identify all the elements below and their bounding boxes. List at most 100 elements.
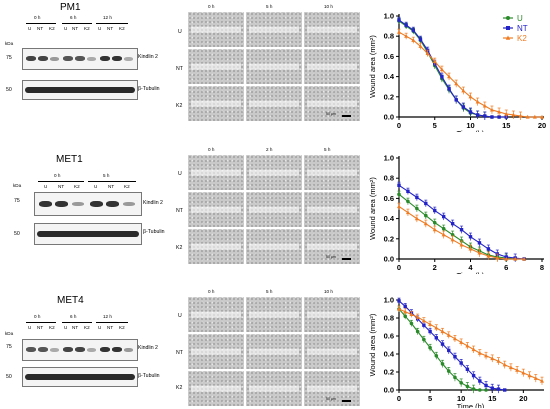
lane-label: U — [28, 26, 32, 31]
micro-time-label: 5 h — [266, 4, 273, 9]
x-axis-label: Time (h) — [457, 402, 485, 408]
data-point — [397, 29, 401, 34]
data-point — [495, 255, 500, 260]
lane-label: K2 — [124, 184, 130, 189]
y-tick-label: 0.8 — [384, 314, 394, 323]
time-label: 6 h — [70, 15, 77, 20]
data-point — [440, 342, 445, 346]
marker-75: 75 — [6, 344, 12, 350]
data-point — [497, 109, 502, 114]
data-point — [477, 350, 482, 355]
data-point — [450, 221, 455, 226]
data-point — [446, 369, 451, 373]
micrograph — [304, 297, 360, 332]
micro-row-label: K2 — [176, 245, 183, 251]
time-label: 0 h — [54, 173, 61, 178]
x-axis-label: Time (h) — [457, 271, 485, 274]
data-point — [515, 368, 520, 372]
data-point — [415, 206, 419, 211]
marker-50: 50 — [14, 231, 20, 237]
data-point — [432, 227, 437, 232]
data-point — [447, 348, 451, 353]
data-point — [484, 383, 488, 388]
micrograph — [246, 49, 302, 84]
data-point — [418, 37, 423, 41]
data-point — [502, 362, 507, 367]
micrograph — [188, 371, 244, 406]
micrograph — [304, 49, 360, 84]
data-point — [421, 318, 426, 323]
lane-label: K2 — [119, 325, 125, 330]
lane-label: NT — [72, 26, 79, 31]
lane-label: K2 — [49, 325, 55, 330]
kda-label: kDa — [5, 331, 14, 336]
x-tick-label: 20 — [538, 121, 546, 130]
lane-label: NT — [58, 184, 65, 189]
x-tick-label: 0 — [397, 121, 401, 130]
micrograph — [188, 12, 244, 47]
y-tick-label: 0.0 — [384, 386, 394, 395]
lane-label: NT — [107, 26, 114, 31]
data-point — [454, 81, 459, 86]
data-point — [450, 237, 455, 242]
data-point — [504, 256, 509, 261]
micro-time-label: 10 h — [324, 4, 333, 9]
data-point — [482, 103, 487, 108]
protein-label: Kindlin 2 — [143, 200, 163, 206]
data-point — [422, 323, 426, 327]
y-tick-label: 0.4 — [384, 214, 395, 223]
data-point — [406, 199, 410, 204]
data-point — [468, 94, 473, 99]
data-point — [459, 228, 464, 232]
data-point — [397, 204, 401, 209]
data-point — [428, 345, 432, 350]
scale-bar — [342, 400, 351, 402]
legend-label: K2 — [517, 34, 527, 43]
data-point — [403, 304, 407, 308]
x-tick-label: 2 — [433, 263, 437, 272]
x-tick-label: 15 — [488, 394, 496, 403]
scale-bar — [342, 115, 351, 117]
x-tick-label: 6 — [504, 263, 508, 272]
data-point — [424, 201, 428, 206]
data-point — [411, 28, 415, 32]
x-tick-label: 15 — [502, 121, 510, 130]
series-line-u — [398, 20, 507, 118]
data-point — [465, 367, 470, 371]
data-point — [397, 18, 401, 22]
micrograph — [304, 12, 360, 47]
protein-label: β-Tubulin — [138, 373, 160, 379]
micro-row-label: U — [178, 29, 182, 35]
micrograph — [188, 86, 244, 121]
x-tick-label: 4 — [468, 263, 473, 272]
data-point — [521, 370, 526, 375]
micro-time-label: 10 h — [324, 289, 333, 294]
x-tick-label: 10 — [457, 394, 465, 403]
y-tick-label: 0.6 — [384, 332, 394, 341]
data-point — [478, 388, 482, 392]
y-axis-label: Wound area (mm²) — [368, 313, 377, 376]
data-point — [409, 312, 414, 316]
micrograph — [246, 334, 302, 369]
panel-title-met4: MET4 — [57, 295, 84, 306]
series-line-nt — [398, 19, 507, 118]
lane-label: U — [44, 184, 48, 189]
data-point — [486, 247, 491, 251]
data-point — [522, 256, 527, 261]
x-tick-label: 10 — [466, 121, 474, 130]
lane-label: U — [98, 325, 102, 330]
data-point — [459, 242, 464, 247]
micro-time-label: 2 h — [266, 147, 273, 152]
data-point — [453, 355, 457, 359]
time-label: 12 h — [103, 15, 112, 20]
lane-label: K2 — [84, 26, 90, 31]
data-point — [478, 379, 482, 383]
micrograph — [188, 334, 244, 369]
time-label: 12 h — [103, 314, 112, 319]
data-point — [490, 386, 494, 390]
y-tick-label: 0.4 — [384, 350, 395, 359]
data-point — [471, 347, 476, 352]
micrograph — [246, 86, 302, 121]
marker-75: 75 — [14, 198, 20, 204]
micrograph — [246, 229, 302, 264]
